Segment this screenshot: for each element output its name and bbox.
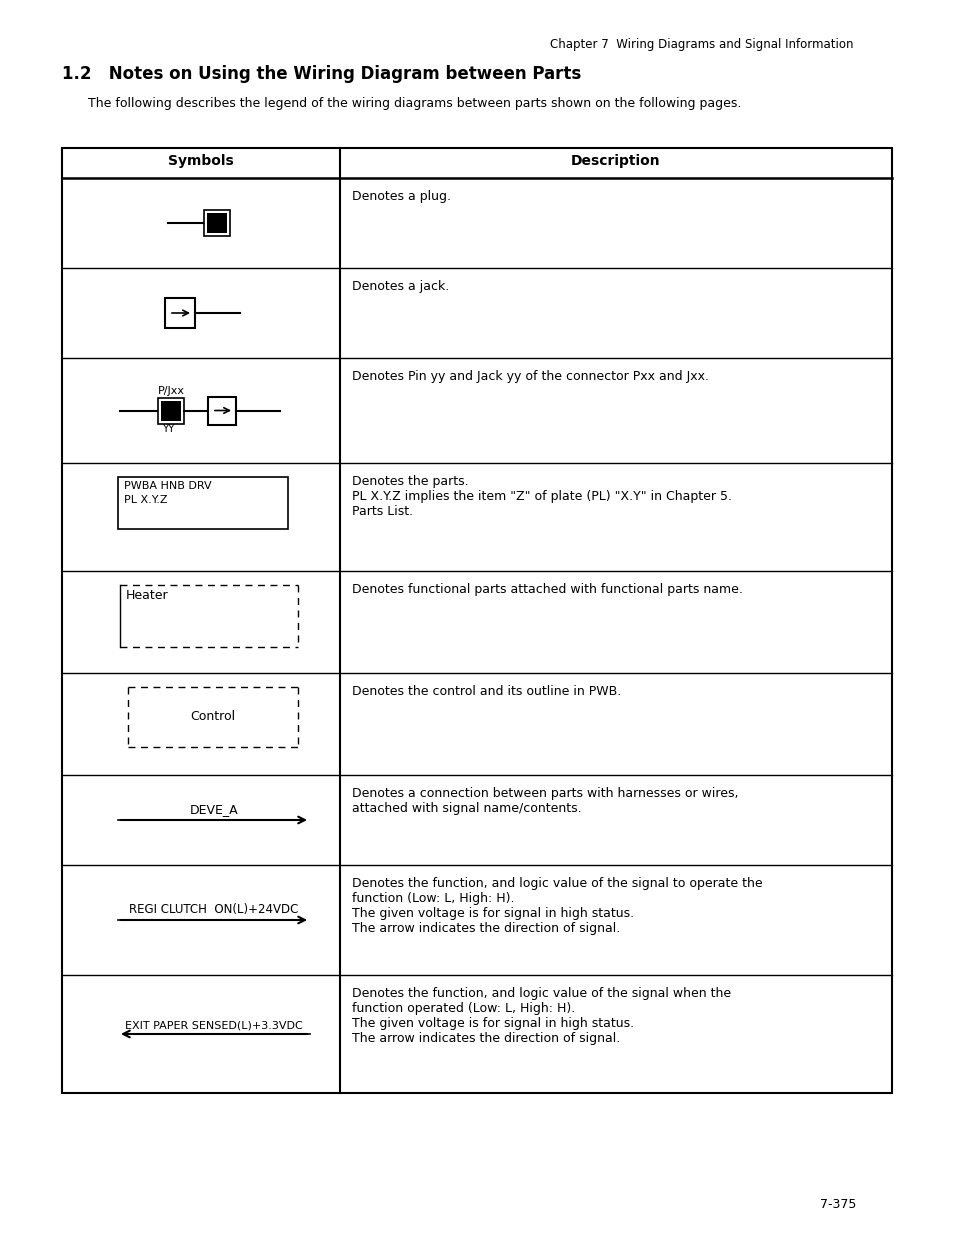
Bar xyxy=(62,148,891,1093)
Bar xyxy=(118,477,288,529)
Text: Denotes a plug.: Denotes a plug. xyxy=(352,190,451,203)
Text: Control: Control xyxy=(191,710,235,724)
Bar xyxy=(158,398,184,424)
Text: YY: YY xyxy=(162,425,174,435)
Text: PWBA HNB DRV: PWBA HNB DRV xyxy=(124,480,212,492)
Text: Denotes the control and its outline in PWB.: Denotes the control and its outline in P… xyxy=(352,685,620,698)
Bar xyxy=(208,396,235,425)
Text: P/Jxx: P/Jxx xyxy=(158,385,185,395)
Text: The following describes the legend of the wiring diagrams between parts shown on: The following describes the legend of th… xyxy=(88,98,740,110)
Text: Heater: Heater xyxy=(126,589,169,601)
Text: Denotes Pin yy and Jack yy of the connector Pxx and Jxx.: Denotes Pin yy and Jack yy of the connec… xyxy=(352,370,708,383)
Bar xyxy=(207,212,227,233)
Text: Description: Description xyxy=(571,154,660,168)
Text: DEVE_A: DEVE_A xyxy=(190,803,238,816)
Text: REGI CLUTCH  ON(L)+24VDC: REGI CLUTCH ON(L)+24VDC xyxy=(130,903,298,916)
Text: 1.2   Notes on Using the Wiring Diagram between Parts: 1.2 Notes on Using the Wiring Diagram be… xyxy=(62,65,580,83)
Text: Denotes the function, and logic value of the signal when the
function operated (: Denotes the function, and logic value of… xyxy=(352,987,730,1045)
Text: Denotes a jack.: Denotes a jack. xyxy=(352,280,449,293)
Text: Denotes the function, and logic value of the signal to operate the
function (Low: Denotes the function, and logic value of… xyxy=(352,877,761,935)
Text: PL X.Y.Z: PL X.Y.Z xyxy=(124,495,168,505)
Text: Denotes the parts.
PL X.Y.Z implies the item "Z" of plate (PL) "X.Y" in Chapter : Denotes the parts. PL X.Y.Z implies the … xyxy=(352,475,731,517)
Text: Denotes a connection between parts with harnesses or wires,
attached with signal: Denotes a connection between parts with … xyxy=(352,787,738,815)
Text: Chapter 7  Wiring Diagrams and Signal Information: Chapter 7 Wiring Diagrams and Signal Inf… xyxy=(550,38,853,51)
Bar xyxy=(165,298,194,329)
Text: Symbols: Symbols xyxy=(168,154,233,168)
Bar xyxy=(204,210,230,236)
Text: 7-375: 7-375 xyxy=(820,1198,856,1212)
Text: Denotes functional parts attached with functional parts name.: Denotes functional parts attached with f… xyxy=(352,583,742,597)
Text: EXIT PAPER SENSED(L)+3.3VDC: EXIT PAPER SENSED(L)+3.3VDC xyxy=(125,1020,302,1030)
Bar xyxy=(161,400,181,420)
